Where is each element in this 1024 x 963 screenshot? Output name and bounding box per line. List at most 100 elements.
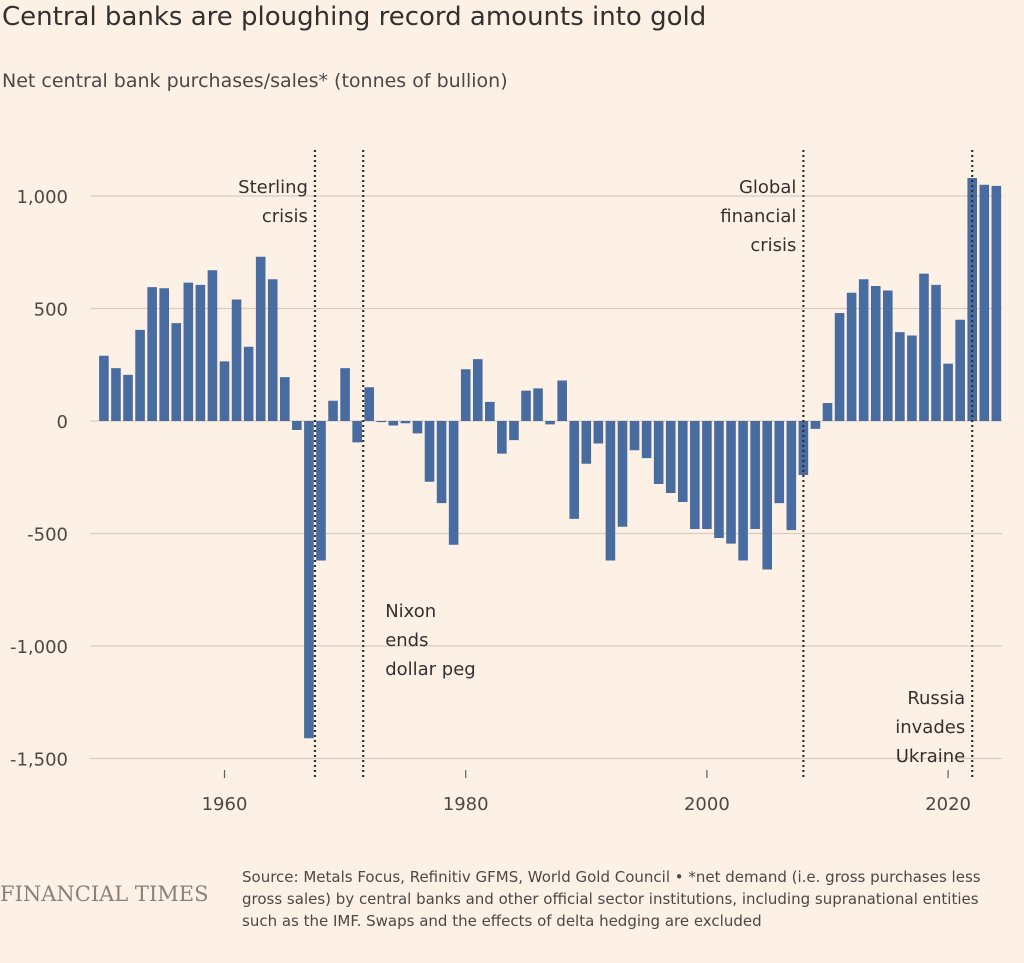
source-line: Source: Metals Focus, Refinitiv GFMS, Wo… xyxy=(242,868,981,886)
event-label: dollar peg xyxy=(385,659,476,680)
bar xyxy=(991,185,1002,422)
event-label: Ukraine xyxy=(896,746,966,767)
bar xyxy=(219,361,230,422)
bar xyxy=(883,290,893,421)
bar xyxy=(316,421,326,561)
y-axis-ticks: 1,000 500 0 -500 -1,000 -1,500 xyxy=(10,187,68,771)
bar xyxy=(195,284,206,422)
event-label: Sterling xyxy=(238,177,308,198)
bar xyxy=(677,421,688,502)
bar xyxy=(123,374,133,422)
bar xyxy=(328,400,338,421)
y-tick-label: 500 xyxy=(34,300,68,321)
x-axis-ticks: 1960 1980 2000 2020 xyxy=(202,770,971,815)
bar xyxy=(967,178,978,421)
bar xyxy=(557,380,567,421)
event-label: Nixon xyxy=(385,601,436,622)
bar xyxy=(702,421,712,529)
bar xyxy=(931,284,941,422)
y-tick-label: -1,500 xyxy=(10,750,68,771)
bar xyxy=(183,282,194,422)
bar xyxy=(171,323,182,422)
bar xyxy=(485,401,495,422)
y-tick-label: -500 xyxy=(27,525,68,546)
y-tick-label: -1,000 xyxy=(10,637,68,658)
bar xyxy=(774,421,785,504)
bar xyxy=(846,292,857,421)
bar xyxy=(955,319,965,421)
event-label: crisis xyxy=(262,206,308,227)
bar xyxy=(726,421,736,544)
bar xyxy=(593,421,604,444)
bar xyxy=(822,403,833,421)
bar xyxy=(786,421,797,531)
bar xyxy=(412,421,423,434)
bar xyxy=(738,421,748,561)
bar xyxy=(99,355,109,421)
bar xyxy=(653,421,664,484)
bar xyxy=(919,273,929,422)
bar xyxy=(243,346,254,421)
y-tick-label: 0 xyxy=(57,412,68,433)
event-label: financial xyxy=(720,206,796,227)
bar xyxy=(472,359,483,422)
bar xyxy=(364,387,375,421)
bar xyxy=(605,421,616,561)
bar xyxy=(665,421,676,493)
event-label: ends xyxy=(385,630,428,651)
bar xyxy=(159,288,169,421)
x-tick-label: 2000 xyxy=(684,794,730,815)
bar xyxy=(292,421,302,430)
bar xyxy=(569,421,580,519)
bar xyxy=(834,313,845,421)
bar xyxy=(388,421,399,426)
bar xyxy=(509,421,519,441)
y-tick-label: 1,000 xyxy=(16,187,68,208)
bar xyxy=(448,421,459,545)
bar xyxy=(979,184,990,421)
bar xyxy=(641,421,652,459)
bar xyxy=(629,421,640,451)
bar xyxy=(497,421,507,454)
bar xyxy=(798,421,809,475)
x-tick-label: 1960 xyxy=(202,794,248,815)
bar xyxy=(943,363,953,422)
bar xyxy=(400,421,411,424)
event-label: Russia xyxy=(907,688,965,709)
event-markers: Sterling crisis Nixon ends dollar peg Global f… xyxy=(238,150,974,780)
x-tick-label: 1980 xyxy=(443,794,489,815)
bar xyxy=(690,421,700,529)
bar xyxy=(207,270,218,421)
bar xyxy=(533,388,543,422)
bar xyxy=(870,286,881,421)
bar xyxy=(304,421,314,739)
bar xyxy=(762,421,772,570)
bar xyxy=(267,279,278,421)
ft-logo: FINANCIAL TIMES xyxy=(0,882,209,906)
bar xyxy=(895,332,905,422)
event-label: invades xyxy=(895,717,965,738)
bars xyxy=(99,178,1002,739)
bar xyxy=(280,377,290,422)
event-label: Global xyxy=(739,177,796,198)
bar xyxy=(231,299,242,421)
bar xyxy=(714,421,724,538)
bar xyxy=(147,287,157,422)
source-line: such as the IMF. Swaps and the effects o… xyxy=(242,912,762,930)
bar xyxy=(907,335,917,421)
bar xyxy=(111,368,121,422)
chart-title: Central banks are ploughing record amoun… xyxy=(2,2,707,32)
bar xyxy=(376,421,387,423)
bar xyxy=(521,390,531,422)
chart-subtitle: Net central bank purchases/sales* (tonne… xyxy=(2,70,508,92)
source-line: gross sales) by central banks and other … xyxy=(242,890,979,908)
event-label: crisis xyxy=(750,235,796,256)
bar xyxy=(810,421,821,429)
bar xyxy=(340,368,350,422)
bar xyxy=(255,256,266,421)
bar xyxy=(460,369,471,421)
bar xyxy=(545,421,555,425)
source-note: Source: Metals Focus, Refinitiv GFMS, Wo… xyxy=(242,866,1022,932)
bar xyxy=(858,279,869,421)
